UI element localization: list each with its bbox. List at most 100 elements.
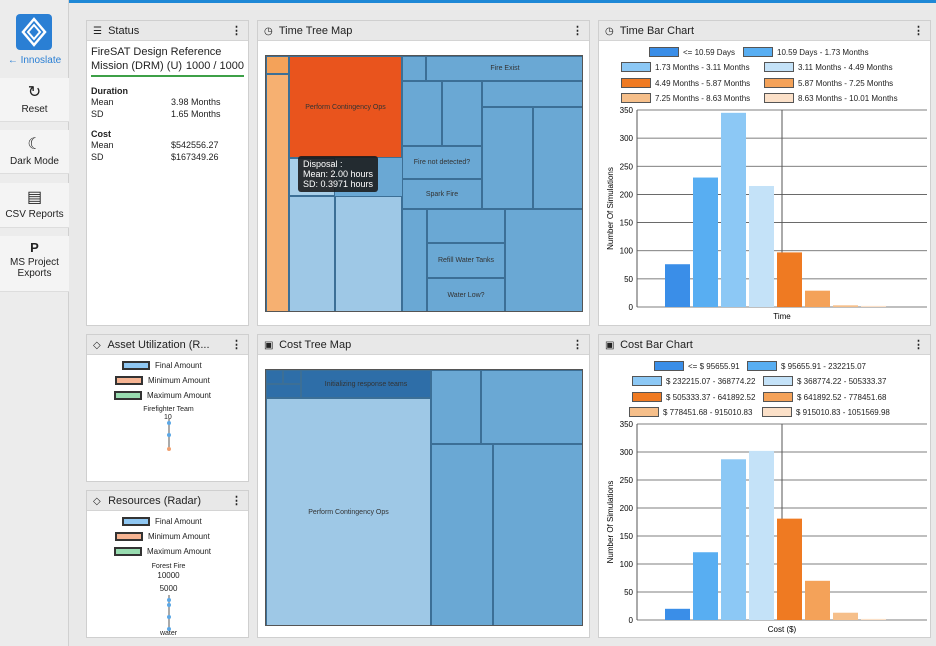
- legend-label: 3.11 Months - 4.49 Months: [798, 63, 893, 72]
- legend-item[interactable]: 3.11 Months - 4.49 Months: [764, 62, 893, 73]
- treemap-cell[interactable]: [283, 370, 301, 384]
- bar[interactable]: [777, 252, 802, 307]
- legend-maximum[interactable]: Maximum Amount: [114, 547, 211, 557]
- legend-item[interactable]: $ 95655.91 - 232215.07: [747, 361, 866, 372]
- treemap-cell[interactable]: [266, 56, 289, 74]
- legend-label: 10.59 Days - 1.73 Months: [777, 48, 869, 57]
- treemap-label: Refill Water Tanks: [437, 257, 495, 264]
- legend-item[interactable]: 5.87 Months - 7.25 Months: [764, 78, 893, 89]
- legend-label: Minimum Amount: [148, 376, 210, 385]
- legend-item[interactable]: 10.59 Days - 1.73 Months: [743, 47, 869, 58]
- treemap-cell-refill[interactable]: Refill Water Tanks: [427, 243, 505, 278]
- legend-final[interactable]: Final Amount: [122, 517, 202, 527]
- bar[interactable]: [833, 612, 858, 620]
- legend-item[interactable]: 1.73 Months - 3.11 Months: [621, 62, 750, 73]
- more-menu-icon[interactable]: ⋮: [913, 339, 924, 351]
- treemap-cell[interactable]: [266, 74, 289, 311]
- treemap-cell-initializing[interactable]: Initializing response teams: [301, 370, 431, 398]
- bar[interactable]: [749, 185, 774, 307]
- treemap-cell[interactable]: [431, 370, 481, 444]
- bar[interactable]: [833, 305, 858, 307]
- treemap-cell-contingency[interactable]: Perform Contingency Ops: [289, 56, 402, 158]
- bar[interactable]: [721, 112, 746, 307]
- treemap-cell[interactable]: [402, 81, 442, 146]
- dark-mode-button[interactable]: ☾ Dark Mode: [0, 130, 69, 174]
- status-title: Status: [108, 25, 140, 37]
- treemap-cell[interactable]: [335, 196, 402, 311]
- legend-item[interactable]: $ 232215.07 - 368774.22: [632, 376, 755, 387]
- legend-maximum[interactable]: Maximum Amount: [114, 391, 211, 401]
- bar[interactable]: [665, 264, 690, 307]
- row-value: $542556.27: [171, 140, 219, 150]
- treemap-cell[interactable]: [533, 107, 582, 209]
- innoslate-logo[interactable]: [16, 14, 52, 50]
- bar[interactable]: [721, 459, 746, 620]
- resources-header: ◇ Resources (Radar) ⋮: [87, 491, 248, 511]
- treemap-cell-fire-exist[interactable]: Fire Exist: [426, 56, 582, 81]
- legend-label: Final Amount: [155, 517, 202, 526]
- treemap-cell-fire-not-detected[interactable]: Fire not detected?: [402, 146, 482, 179]
- csv-reports-button[interactable]: ▤ CSV Reports: [0, 183, 69, 228]
- radar-tick: 5000: [159, 584, 178, 593]
- treemap-cell[interactable]: [505, 209, 582, 311]
- legend-final[interactable]: Final Amount: [122, 361, 202, 371]
- treemap-cell[interactable]: [482, 81, 582, 107]
- bar[interactable]: [805, 580, 830, 620]
- treemap-cell[interactable]: [402, 209, 427, 311]
- treemap-cell[interactable]: [427, 209, 505, 243]
- reset-button[interactable]: ↻ Reset: [0, 78, 69, 122]
- bar[interactable]: [777, 518, 802, 620]
- legend-minimum[interactable]: Minimum Amount: [115, 376, 210, 386]
- treemap-cell[interactable]: [442, 81, 482, 146]
- more-menu-icon[interactable]: ⋮: [231, 25, 242, 37]
- radar-tick: 10000: [157, 571, 180, 580]
- more-menu-icon[interactable]: ⋮: [572, 25, 583, 37]
- more-menu-icon[interactable]: ⋮: [572, 339, 583, 351]
- legend-item[interactable]: 8.63 Months - 10.01 Months: [764, 93, 898, 104]
- treemap-cell[interactable]: [266, 384, 301, 398]
- time-bar-chart-header: ◷ Time Bar Chart ⋮: [599, 21, 930, 41]
- legend-item[interactable]: $ 641892.52 - 778451.68: [763, 392, 886, 403]
- treemap-cell-spark-fire[interactable]: Spark Fire: [402, 179, 482, 209]
- status-panel: ☰ Status ⋮ FireSAT Design Reference Miss…: [86, 20, 249, 326]
- legend-item[interactable]: 4.49 Months - 5.87 Months: [621, 78, 750, 89]
- bar[interactable]: [693, 552, 718, 620]
- back-to-innoslate-link[interactable]: ← Innoslate: [0, 55, 69, 66]
- more-menu-icon[interactable]: ⋮: [231, 495, 242, 507]
- bar[interactable]: [665, 608, 690, 620]
- legend-item[interactable]: <= 10.59 Days: [649, 47, 735, 58]
- treemap-cell[interactable]: [266, 370, 283, 384]
- treemap-cell[interactable]: [289, 196, 335, 311]
- disposal-tooltip: Disposal : Mean: 2.00 hours SD: 0.3971 h…: [298, 156, 379, 192]
- more-menu-icon[interactable]: ⋮: [913, 25, 924, 37]
- treemap-cell[interactable]: [402, 56, 426, 81]
- legend-item[interactable]: $ 915010.83 - 1051569.98: [762, 407, 890, 418]
- y-tick-label: 150: [620, 532, 634, 541]
- legend-item[interactable]: $ 778451.68 - 915010.83: [629, 407, 752, 418]
- bar[interactable]: [861, 618, 886, 620]
- treemap-cell[interactable]: [493, 444, 582, 625]
- legend-item[interactable]: <= $ 95655.91: [654, 361, 740, 372]
- treemap-cell[interactable]: [481, 370, 582, 444]
- bar[interactable]: [749, 450, 774, 620]
- treemap-cell[interactable]: [482, 107, 533, 209]
- bar[interactable]: [693, 177, 718, 307]
- legend-item[interactable]: $ 368774.22 - 505333.37: [763, 376, 886, 387]
- legend-item[interactable]: 7.25 Months - 8.63 Months: [621, 93, 750, 104]
- list-icon: ☰: [93, 26, 102, 37]
- reset-label: Reset: [21, 104, 48, 115]
- mission-name: FireSAT Design Reference Mission (DRM) (…: [91, 46, 222, 72]
- legend-minimum[interactable]: Minimum Amount: [115, 532, 210, 542]
- cost-mean-row: Mean $542556.27: [91, 139, 244, 151]
- legend-item[interactable]: $ 505333.37 - 641892.52: [632, 392, 755, 403]
- treemap-cell-water-low[interactable]: Water Low?: [427, 278, 505, 311]
- more-menu-icon[interactable]: ⋮: [231, 339, 242, 351]
- bar[interactable]: [861, 305, 886, 307]
- legend-swatch: [763, 376, 793, 386]
- treemap-cell-contingency[interactable]: Perform Contingency Ops: [266, 398, 431, 625]
- legend-swatch: [762, 407, 792, 417]
- ms-project-exports-button[interactable]: P MS Project Exports: [0, 236, 69, 292]
- cost-bar-chart-panel: ▣ Cost Bar Chart ⋮ <= $ 95655.91 $ 95655.…: [598, 334, 931, 638]
- treemap-cell[interactable]: [431, 444, 493, 625]
- bar[interactable]: [805, 290, 830, 307]
